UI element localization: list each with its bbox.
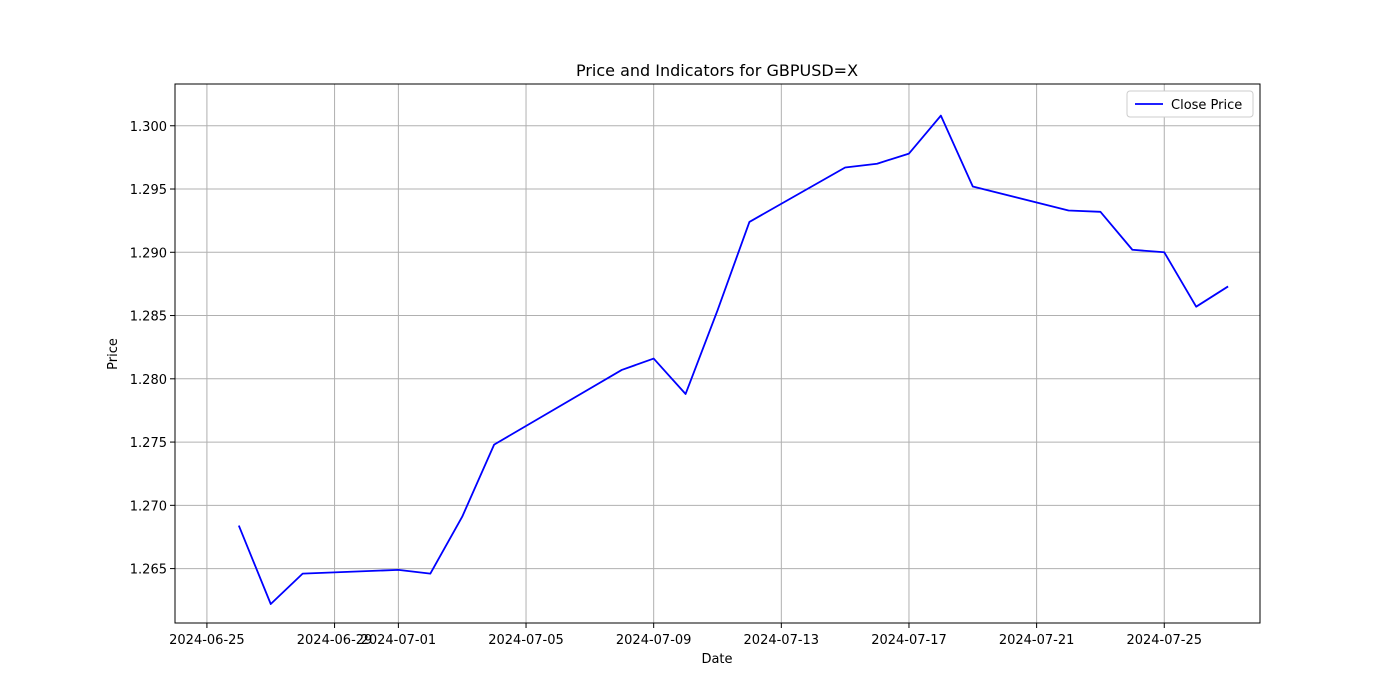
data-point	[1066, 208, 1070, 212]
data-point	[1098, 210, 1102, 214]
data-point	[492, 442, 496, 446]
x-tick-label: 2024-07-13	[744, 633, 820, 648]
grid	[175, 84, 1260, 623]
data-point	[907, 151, 911, 155]
y-tick-label: 1.265	[130, 563, 167, 578]
y-tick-label: 1.300	[130, 120, 167, 135]
data-point	[300, 571, 304, 575]
data-point	[939, 113, 943, 117]
x-tick-label: 2024-07-21	[999, 633, 1075, 648]
legend: Close Price	[1126, 90, 1254, 118]
data-point	[460, 515, 464, 519]
data-point	[428, 571, 432, 575]
y-axis-title: Price	[106, 338, 121, 370]
y-axis: 1.265 1.270 1.275 1.280 1.285 1.290 1.295 1.300	[130, 120, 175, 578]
y-tick-label: 1.285	[130, 310, 167, 325]
x-tick-label: 2024-07-09	[616, 633, 692, 648]
data-point	[269, 602, 273, 606]
x-tick-label: 2024-07-17	[871, 633, 947, 648]
data-point	[843, 165, 847, 169]
data-point	[683, 392, 687, 396]
data-point	[1130, 248, 1134, 252]
x-tick-label: 2024-07-01	[361, 633, 437, 648]
data-point	[396, 568, 400, 572]
y-tick-label: 1.290	[130, 246, 167, 261]
data-point	[620, 368, 624, 372]
data-point	[715, 308, 719, 312]
chart-title: Price and Indicators for GBPUSD=X	[576, 61, 858, 80]
y-tick-label: 1.275	[130, 436, 167, 451]
data-point	[237, 523, 241, 527]
series-layer	[237, 113, 1230, 606]
legend-label: Close Price	[1171, 98, 1242, 113]
y-tick-label: 1.295	[130, 183, 167, 198]
data-point	[651, 356, 655, 360]
x-tick-label: 2024-07-05	[488, 633, 564, 648]
data-point	[971, 184, 975, 188]
data-point	[1194, 304, 1198, 308]
x-tick-label: 2024-06-29	[297, 633, 373, 648]
x-axis-title: Date	[701, 652, 732, 667]
y-tick-label: 1.280	[130, 373, 167, 388]
data-point	[875, 162, 879, 166]
data-point	[1162, 250, 1166, 254]
x-tick-label: 2024-07-25	[1126, 633, 1202, 648]
data-point	[1226, 284, 1230, 288]
y-tick-label: 1.270	[130, 499, 167, 514]
x-tick-label: 2024-06-25	[169, 633, 245, 648]
data-point	[747, 220, 751, 224]
series-line-close-price	[237, 114, 1229, 605]
plot-area-frame	[174, 83, 1261, 624]
legend-box	[1126, 90, 1254, 118]
